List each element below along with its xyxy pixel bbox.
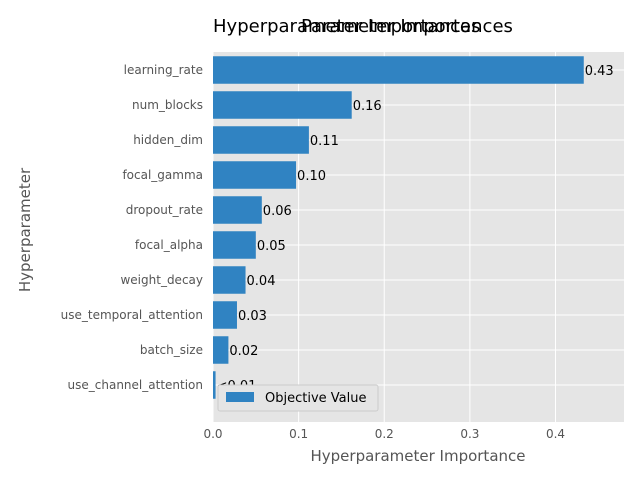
legend-box (217, 384, 379, 412)
bar-value-label: 0.43 (585, 64, 614, 79)
bar-use_channel_attention (213, 371, 216, 399)
bar-value-label: 0.10 (297, 169, 326, 184)
y-tick-label: batch_size (140, 343, 203, 357)
data-labels: 0.430.160.110.100.060.050.040.030.02<0.0… (217, 64, 614, 394)
y-axis-label: Hyperparameter (16, 167, 34, 292)
chart-title-primary: Hyperparameter Importances (213, 16, 480, 37)
x-tick-label: 0.0 (203, 427, 222, 441)
bar-hidden_dim (213, 126, 309, 154)
x-tick-label: 0.3 (460, 427, 479, 441)
y-tick-label: use_temporal_attention (61, 308, 203, 322)
bars (213, 56, 584, 399)
legend-label: Objective Value (265, 391, 366, 406)
legend: Objective Value (217, 384, 379, 412)
bar-focal_gamma (213, 161, 297, 189)
bar-value-label: 0.04 (247, 274, 276, 289)
bar-value-label: 0.03 (238, 309, 267, 324)
y-tick-label: use_channel_attention (68, 378, 203, 392)
bar-value-label: 0.06 (263, 204, 292, 219)
y-tick-label: learning_rate (124, 63, 203, 77)
x-tick-label: 0.4 (546, 427, 565, 441)
bar-value-label: 0.16 (353, 99, 382, 114)
bar-weight_decay (213, 266, 246, 294)
x-axis-label: Hyperparameter Importance (311, 447, 526, 465)
bar-value-label: 0.05 (257, 239, 286, 254)
y-tick-label: focal_alpha (135, 238, 203, 252)
y-tick-label: hidden_dim (133, 133, 203, 147)
legend-swatch (226, 392, 254, 402)
x-tick-label: 0.2 (375, 427, 394, 441)
x-tick-labels: 0.0 0.1 0.2 0.3 0.4 (203, 427, 565, 441)
x-tick-label: 0.1 (289, 427, 308, 441)
y-tick-labels: learning_rate num_blocks hidden_dim focal_g… (61, 63, 203, 392)
bar-dropout_rate (213, 196, 262, 224)
bar-learning_rate (213, 56, 584, 84)
bar-use_temporal_attention (213, 301, 237, 329)
y-tick-label: dropout_rate (126, 203, 203, 217)
bar-value-label: 0.11 (310, 134, 339, 149)
y-tick-label: num_blocks (132, 98, 203, 112)
bar-num_blocks (213, 91, 352, 119)
y-tick-label: focal_gamma (122, 168, 203, 182)
bar-focal_alpha (213, 231, 256, 259)
bar-value-label: 0.02 (229, 344, 258, 359)
chart-title-secondary: Parameter Importances (301, 16, 513, 37)
y-tick-label: weight_decay (120, 273, 203, 287)
bar-batch_size (213, 336, 229, 364)
